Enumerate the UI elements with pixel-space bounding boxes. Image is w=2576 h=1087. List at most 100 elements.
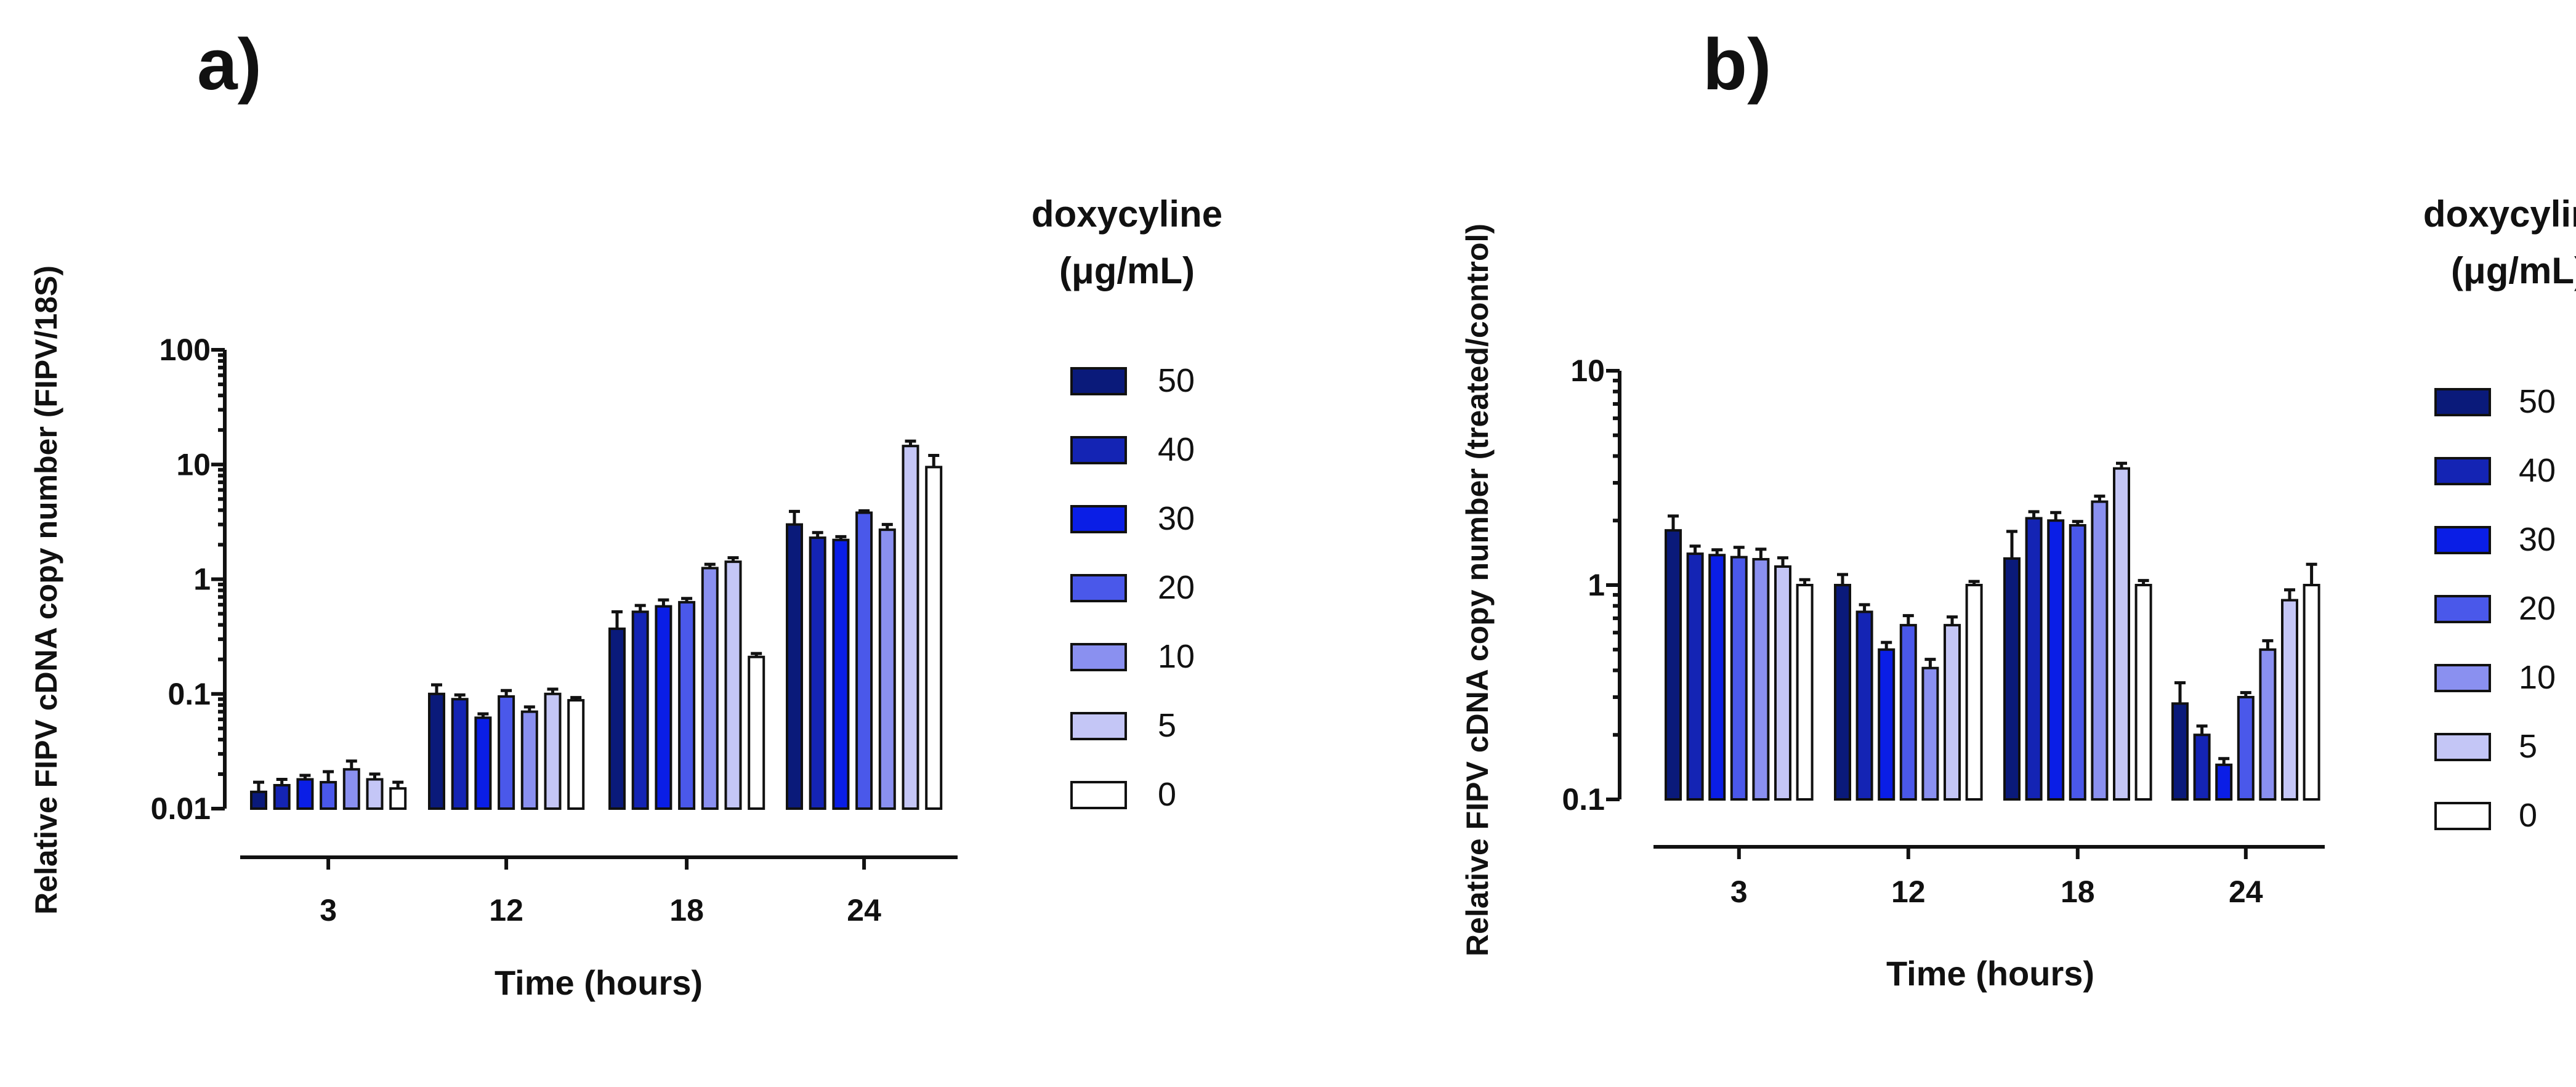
- y-tick-label: 0.01: [151, 791, 211, 826]
- legend-swatch: [2434, 526, 2491, 554]
- bar: [2134, 584, 2152, 801]
- legend-swatch: [2434, 802, 2491, 830]
- bar: [2237, 695, 2255, 801]
- legend-label: 10: [1158, 638, 1195, 675]
- x-tick-label: 18: [669, 893, 704, 927]
- bar: [1855, 610, 1873, 801]
- y-tick-label: 1: [1588, 568, 1605, 602]
- bar: [1944, 624, 1961, 801]
- bar: [925, 466, 943, 810]
- x-tick-label: 3: [1730, 875, 1748, 909]
- bar: [1965, 584, 1983, 801]
- panel-b-chart: b) 0.1 1 10 3 12 18 24 Time (hours) Relative FIPV…: [1460, 24, 2576, 993]
- legend-swatch: [2434, 457, 2491, 485]
- legend-swatch: [1070, 712, 1127, 740]
- bar: [701, 567, 719, 810]
- bar: [296, 778, 314, 810]
- bar: [1686, 552, 1704, 801]
- bar: [2259, 648, 2277, 801]
- legend-label: 40: [2519, 452, 2556, 489]
- legend-label: 5: [1158, 707, 1176, 744]
- bar: [273, 783, 291, 810]
- legend-swatch: [1070, 367, 1127, 395]
- bar: [786, 523, 803, 810]
- legend-swatch: [1070, 643, 1127, 671]
- bar: [1752, 558, 1770, 801]
- y-tick-label: 10: [176, 447, 211, 482]
- x-tick-label: 24: [847, 893, 881, 927]
- bar: [1796, 584, 1814, 801]
- legend-swatch: [1070, 781, 1127, 809]
- y-tick-label: 10: [1570, 354, 1605, 388]
- legend-swatch: [1070, 574, 1127, 602]
- legend-swatch: [2434, 664, 2491, 692]
- bar: [366, 778, 384, 810]
- bar: [520, 710, 538, 810]
- bar: [878, 528, 896, 810]
- bar: [567, 699, 585, 810]
- bar: [428, 692, 445, 810]
- legend-title-unit: (μg/mL): [1059, 250, 1195, 291]
- legend-label: 30: [1158, 500, 1195, 537]
- legend-label: 20: [2519, 590, 2556, 627]
- bar: [1921, 666, 1939, 801]
- bar: [748, 655, 765, 810]
- bar: [2091, 500, 2109, 801]
- y-tick-label: 0.1: [168, 677, 211, 711]
- legend-swatch: [1070, 505, 1127, 533]
- y-tick-label: 1: [193, 562, 211, 597]
- bar: [1774, 565, 1791, 801]
- bar: [1899, 624, 1917, 801]
- legend-swatch: [2434, 388, 2491, 416]
- x-tick-label: 24: [2229, 875, 2263, 909]
- bar: [1834, 584, 1851, 801]
- y-tick-label: 100: [159, 333, 211, 367]
- bar: [655, 605, 672, 810]
- panel-label: b): [1703, 24, 1771, 105]
- bar: [855, 511, 873, 810]
- x-tick-label: 3: [320, 893, 337, 927]
- legend-label: 0: [2519, 797, 2537, 834]
- legend-label: 0: [1158, 776, 1176, 813]
- bar: [608, 627, 626, 810]
- x-tick-label: 12: [1891, 875, 1926, 909]
- legend-swatch: [2434, 595, 2491, 623]
- legend-swatch: [2434, 733, 2491, 761]
- bar: [631, 610, 649, 810]
- bar: [809, 536, 826, 810]
- y-axis-title: Relative FIPV cDNA copy number (FIPV/18S…: [29, 265, 63, 915]
- bar: [2047, 519, 2065, 801]
- legend-label: 40: [1158, 431, 1195, 468]
- bar: [832, 538, 850, 810]
- bar: [902, 445, 919, 810]
- bar: [2215, 763, 2233, 801]
- bar: [2281, 599, 2298, 801]
- bar: [2171, 702, 2189, 801]
- bar: [2069, 523, 2086, 801]
- bar: [1878, 648, 1896, 801]
- bar: [2003, 557, 2021, 801]
- legend-title: doxycyline: [1032, 193, 1222, 235]
- bar: [1708, 554, 1726, 801]
- legend-label: 50: [2519, 383, 2556, 420]
- bar: [2113, 467, 2130, 801]
- bar: [474, 716, 492, 810]
- x-axis-title: Time (hours): [1886, 954, 2094, 993]
- legend-label: 30: [2519, 521, 2556, 558]
- bar: [250, 790, 267, 810]
- legend-label: 5: [2519, 728, 2537, 765]
- y-axis-title: Relative FIPV cDNA copy number (treated/…: [1460, 224, 1495, 956]
- bar: [389, 787, 407, 810]
- legend-title-unit: (μg/mL): [2451, 250, 2576, 291]
- bar: [2303, 584, 2320, 801]
- legend-label: 50: [1158, 362, 1195, 399]
- bar: [2025, 517, 2043, 801]
- legend-label: 20: [1158, 569, 1195, 606]
- panel-label: a): [197, 24, 262, 105]
- bar: [320, 781, 337, 810]
- bar: [498, 695, 515, 810]
- y-tick-label: 0.1: [1562, 782, 1605, 817]
- bar: [724, 560, 742, 810]
